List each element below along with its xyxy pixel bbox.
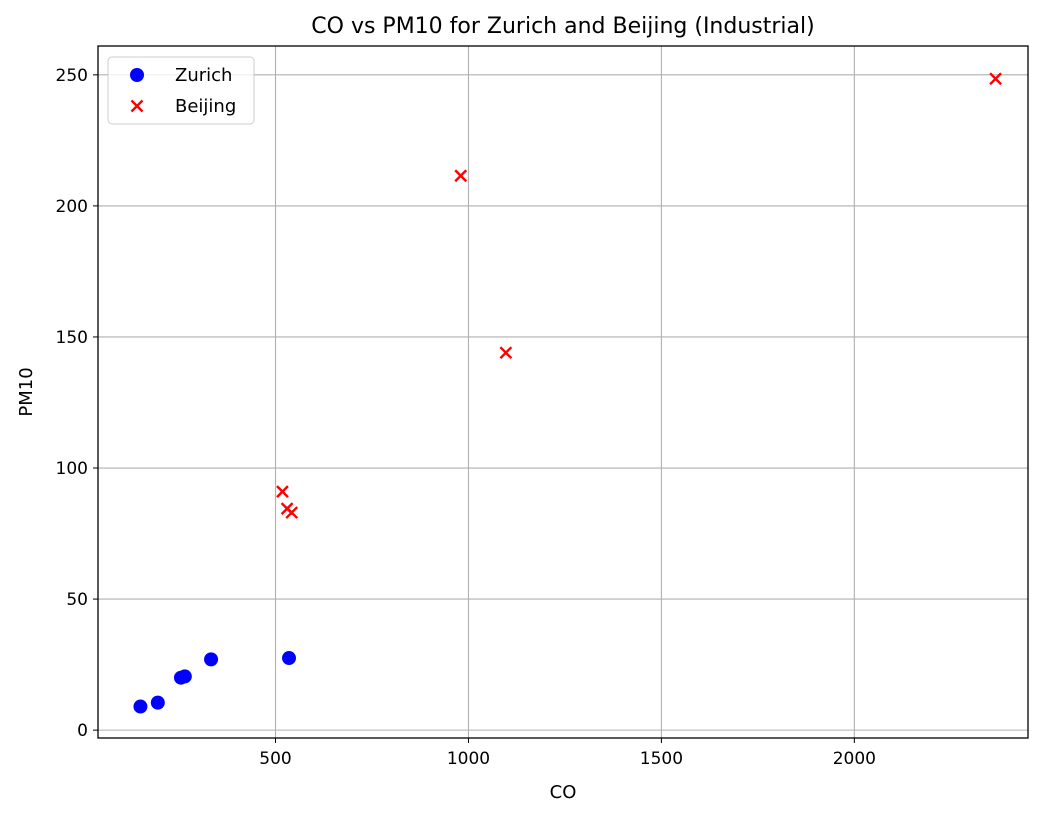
zurich-data-point [177,669,192,684]
x-tick-label: 2000 [833,749,876,769]
legend-label-zurich: Zurich [175,65,232,86]
grid-lines [98,46,1028,738]
axis-ticks: 500 1000 1500 2000 0 50 100 150 200 250 [56,66,876,769]
beijing-data-point [454,169,468,183]
y-tick-label: 250 [56,66,88,86]
x-axis-label: CO [550,782,577,803]
y-tick-label: 200 [56,197,88,217]
beijing-data-point [499,346,513,360]
y-tick-label: 100 [56,459,88,479]
legend-marker-beijing [130,99,144,113]
y-axis-label: PM10 [16,367,37,416]
beijing-data-point [276,485,289,498]
x-tick-label: 1500 [640,749,683,769]
y-tick-label: 50 [66,590,88,610]
x-tick-label: 500 [259,749,291,769]
chart-title: CO vs PM10 for Zurich and Beijing (Indus… [311,14,814,39]
zurich-data-point [282,651,297,666]
beijing-data-point [285,506,299,519]
data-points [133,72,1002,714]
zurich-data-point [204,652,219,667]
y-tick-label: 150 [56,328,88,348]
beijing-data-point [989,72,1002,86]
plot-area-frame [97,45,1029,739]
x-tick-label: 1000 [447,749,490,769]
legend: Zurich Beijing [107,56,255,125]
legend-box [107,56,255,125]
zurich-data-point [150,695,165,710]
legend-label-beijing: Beijing [175,96,236,117]
legend-marker-zurich [130,68,144,82]
y-tick-label: 0 [77,721,88,741]
zurich-data-point [133,699,148,714]
